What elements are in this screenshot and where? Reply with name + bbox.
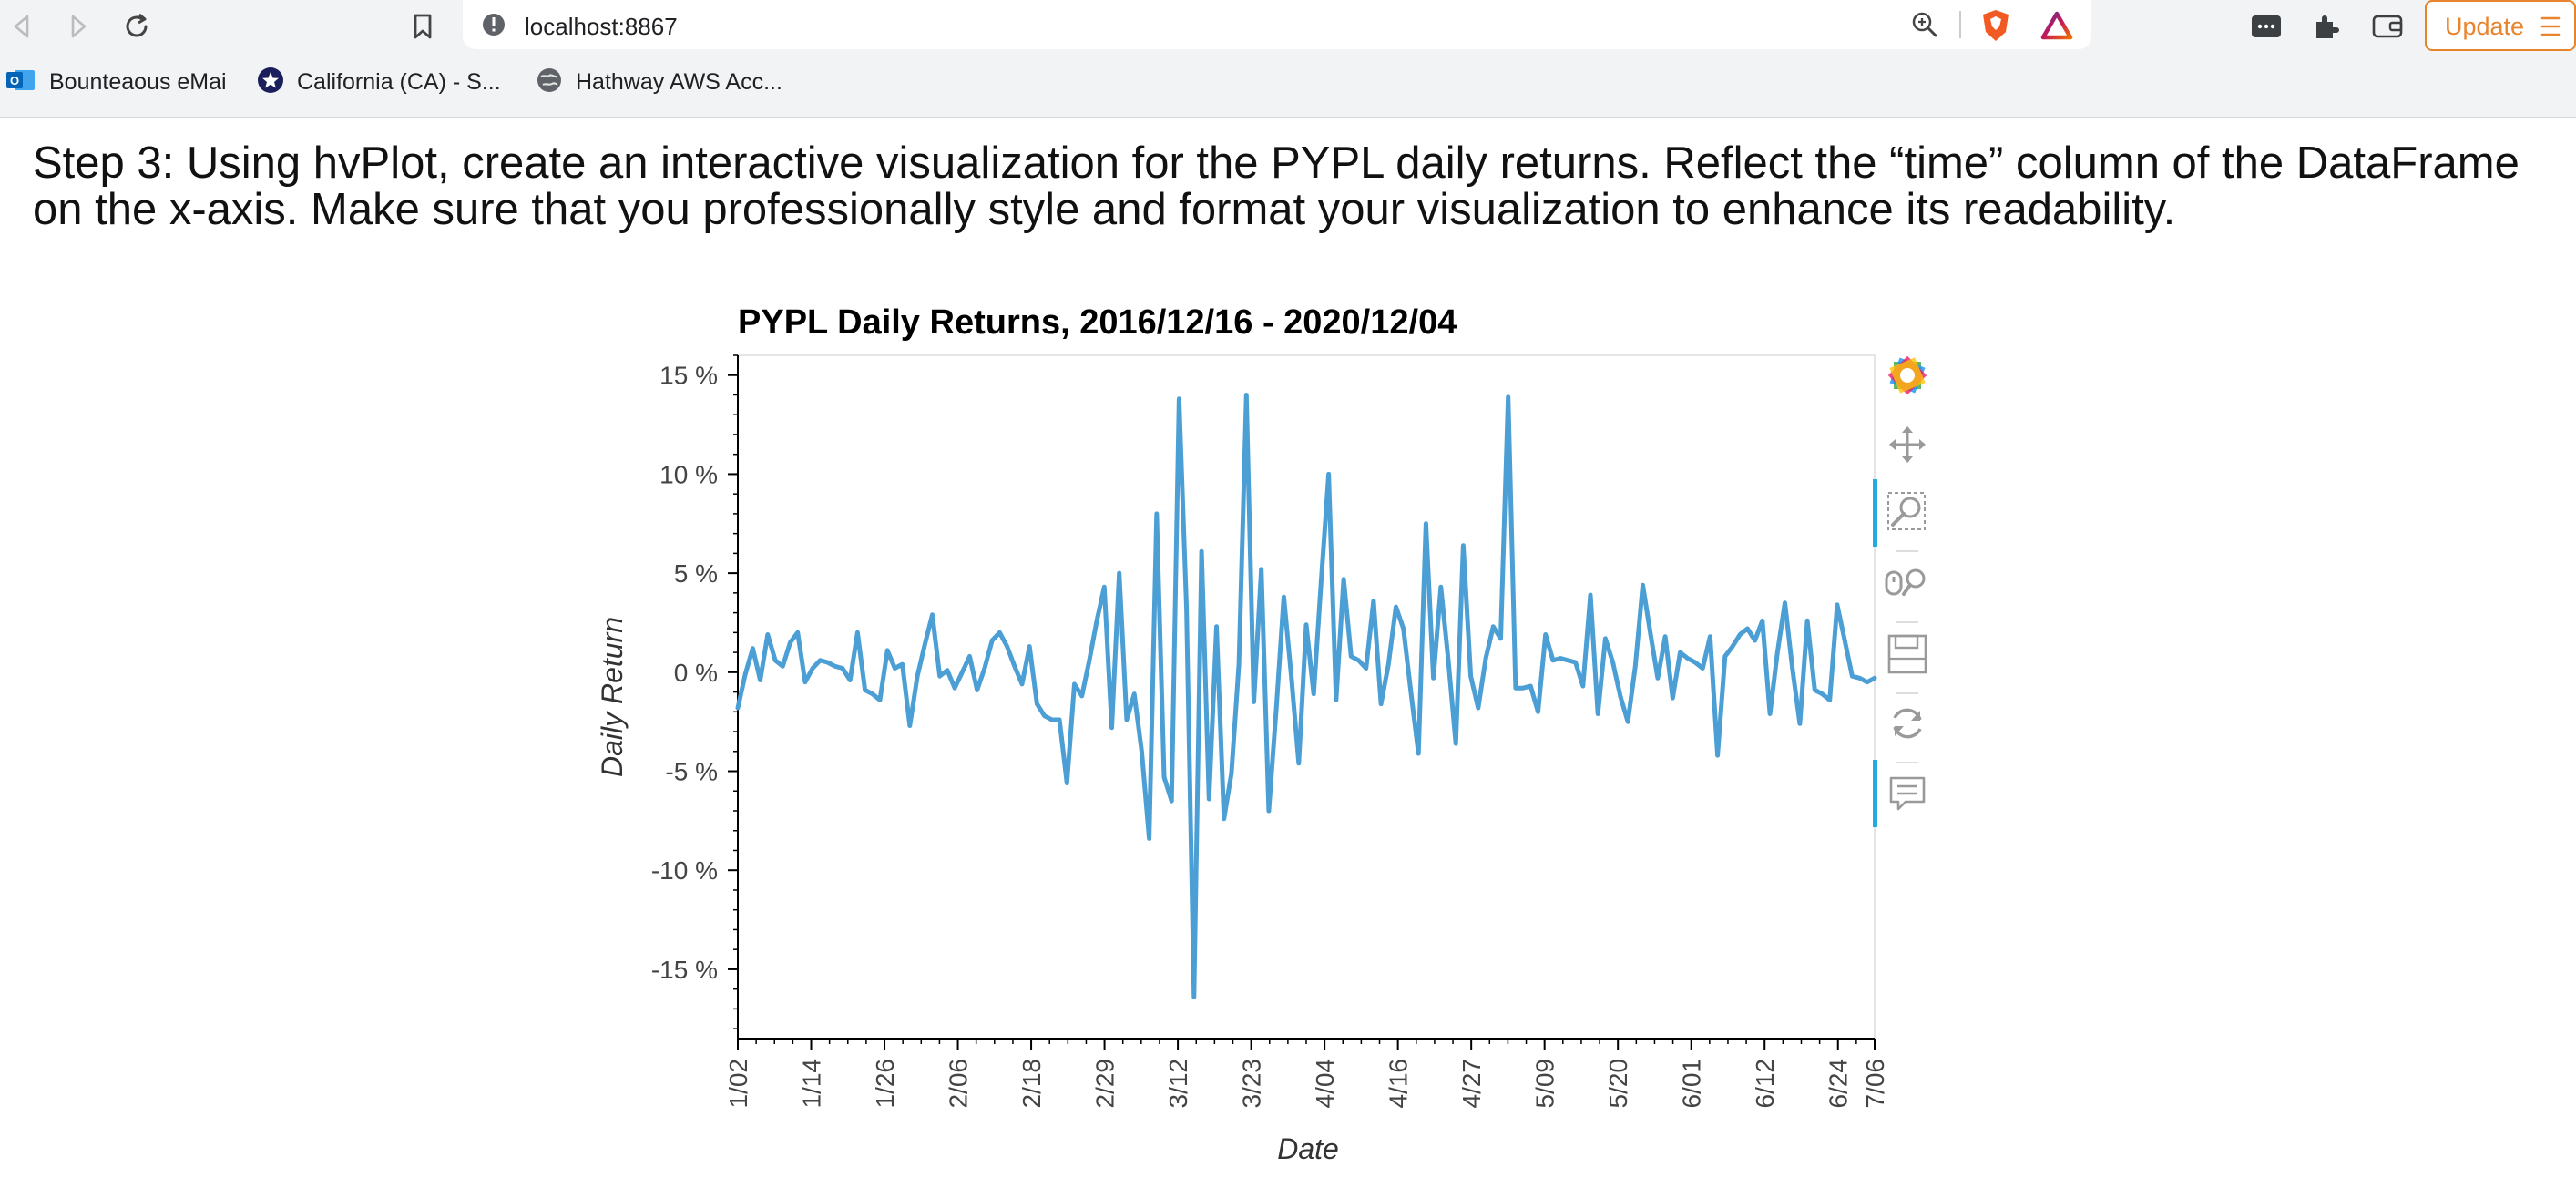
x-tick-label: 5/20	[1604, 1059, 1632, 1109]
chart-toolbar	[1873, 346, 1940, 838]
x-tick-label: 6/01	[1678, 1059, 1706, 1109]
update-button[interactable]: Update	[2425, 0, 2576, 51]
bookmarks-bar: O Bounteaous eMai California (CA) - S...…	[0, 53, 2576, 118]
x-tick-label: 1/02	[724, 1059, 752, 1109]
y-tick-label: 5 %	[674, 559, 718, 588]
reset-icon[interactable]	[1875, 696, 1940, 751]
star-seal-icon	[257, 67, 284, 98]
tool-separator	[1896, 550, 1918, 552]
brave-rewards-icon[interactable]	[2040, 11, 2073, 45]
wheel-zoom-icon[interactable]	[1875, 556, 1940, 610]
tool-separator	[1896, 762, 1918, 763]
active-tool-indicator	[1873, 479, 1877, 547]
x-tick-label: 4/16	[1385, 1059, 1413, 1109]
update-label: Update	[2445, 13, 2525, 40]
x-tick-label: 6/12	[1751, 1059, 1779, 1109]
bookmark-item-2[interactable]: Hathway AWS Acc...	[536, 66, 782, 98]
x-tick-label: 4/04	[1311, 1059, 1339, 1109]
y-tick-label: -15 %	[651, 956, 718, 984]
x-tick-label: 4/27	[1457, 1059, 1486, 1109]
y-tick-label: 15 %	[659, 362, 718, 390]
forward-icon[interactable]	[58, 0, 98, 53]
x-tick-label: 7/06	[1861, 1059, 1889, 1109]
chart-title: PYPL Daily Returns, 2016/12/16 - 2020/12…	[738, 303, 1457, 342]
x-tick-label: 2/29	[1091, 1059, 1119, 1109]
y-tick-label: -10 %	[651, 856, 718, 885]
y-tick-label: 10 %	[659, 460, 718, 488]
save-icon[interactable]	[1875, 627, 1940, 681]
y-tick-label: -5 %	[665, 758, 718, 786]
plot-area[interactable]	[735, 393, 1877, 999]
bookmark-item-1[interactable]: California (CA) - S...	[257, 66, 501, 98]
bokeh-logo-icon[interactable]	[1875, 348, 1940, 403]
brave-shield-icon[interactable]	[1980, 8, 2011, 47]
bookmark-label: California (CA) - S...	[297, 68, 501, 95]
bookmark-icon[interactable]	[404, 0, 441, 53]
hover-tooltip-icon[interactable]	[1875, 767, 1940, 822]
tool-separator	[1896, 621, 1918, 623]
url-text[interactable]: localhost:8867	[525, 13, 678, 40]
series-line-daily-return[interactable]	[735, 393, 1877, 999]
y-axis-label: Daily Return	[596, 617, 629, 777]
x-tick-label: 1/14	[798, 1059, 826, 1109]
bookmark-label: Hathway AWS Acc...	[576, 68, 782, 95]
y-tick-label: 0 %	[674, 659, 718, 687]
zoom-icon[interactable]	[1911, 11, 1938, 43]
box-zoom-icon[interactable]	[1875, 485, 1940, 539]
x-axis-label: Date	[1277, 1132, 1339, 1165]
x-tick-label: 3/12	[1164, 1059, 1192, 1109]
wallet-extension-icon[interactable]	[2248, 0, 2285, 53]
outlook-icon: O	[5, 67, 36, 98]
active-tool-indicator	[1873, 760, 1877, 827]
globe-icon	[536, 67, 563, 98]
tool-separator	[1896, 692, 1918, 694]
back-icon[interactable]	[2, 0, 42, 53]
site-info-icon[interactable]	[481, 12, 506, 42]
svg-text:O: O	[10, 74, 19, 87]
axes: 15 % 10 % 5 % 0 % -5 % -10 % -15 % 1/02 1/14 1/26…	[651, 354, 1889, 1109]
extensions-icon[interactable]	[2308, 0, 2345, 53]
address-bar[interactable]: localhost:8867	[463, 0, 2091, 49]
bookmark-label: Bounteaous eMai	[49, 68, 227, 95]
reload-icon[interactable]	[117, 0, 157, 53]
x-tick-label: 2/06	[945, 1059, 973, 1109]
divider	[1959, 11, 1961, 38]
bookmark-item-0[interactable]: O Bounteaous eMai	[5, 66, 227, 98]
x-tick-label: 5/09	[1531, 1059, 1559, 1109]
x-tick-label: 3/23	[1238, 1059, 1266, 1109]
x-tick-label: 2/18	[1017, 1059, 1046, 1109]
pan-icon[interactable]	[1875, 417, 1940, 472]
browser-toolbar: localhost:8867 Update	[0, 0, 2576, 53]
page-heading: Step 3: Using hvPlot, create an interact…	[33, 138, 2520, 234]
wallet-icon[interactable]	[2368, 0, 2407, 53]
x-tick-label: 1/26	[871, 1059, 899, 1109]
menu-icon[interactable]	[2540, 15, 2561, 43]
x-tick-label: 6/24	[1825, 1059, 1853, 1109]
